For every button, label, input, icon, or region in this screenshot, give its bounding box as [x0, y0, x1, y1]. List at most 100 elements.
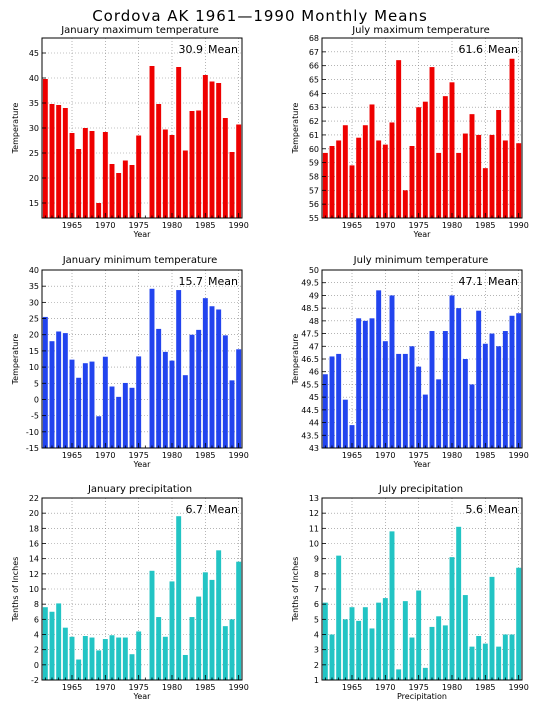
y-tick-label: 6: [34, 615, 39, 624]
bar-1977: [429, 626, 435, 680]
panel-title: July precipitation: [378, 484, 463, 495]
bar-1969: [376, 140, 382, 218]
bar-1984: [196, 110, 202, 218]
y-tick-label: 11: [309, 524, 319, 533]
bar-1990: [236, 349, 242, 448]
x-tick-label: 1990: [228, 683, 248, 692]
x-tick-label: 1980: [162, 683, 182, 692]
bar-1974: [409, 346, 415, 448]
bar-1985: [202, 572, 208, 680]
bar-1978: [436, 152, 442, 218]
y-axis-label: Temperature: [291, 103, 300, 155]
bar-1982: [182, 375, 188, 448]
y-tick-label: 22: [29, 494, 39, 503]
bar-1968: [369, 628, 375, 680]
bar-1972: [396, 353, 402, 448]
bar-1980: [449, 557, 455, 680]
x-tick-label: 1990: [508, 451, 528, 460]
x-tick-label: 1985: [195, 221, 215, 230]
bar-1989: [509, 634, 515, 680]
bar-1963: [56, 331, 62, 448]
bar-1990: [516, 313, 522, 448]
bar-1983: [469, 646, 475, 680]
y-tick-label: 5: [34, 379, 39, 388]
x-axis-label: Year: [133, 230, 152, 239]
mean-value: 15.7: [179, 275, 204, 288]
bar-1961: [322, 152, 328, 218]
bar-1971: [109, 386, 115, 448]
bar-1970: [102, 639, 108, 680]
y-tick-label: 10: [309, 540, 319, 549]
bar-1962: [329, 356, 335, 448]
y-axis-label: Tenths of Inches: [291, 557, 300, 623]
bar-1965: [69, 133, 75, 218]
panel-title: January maximum temperature: [60, 25, 219, 36]
y-tick-label: 46.5: [301, 355, 319, 364]
x-tick-label: 1970: [375, 683, 395, 692]
y-tick-label: 25: [29, 315, 39, 324]
x-axis-label: Year: [133, 692, 152, 701]
bar-1985: [482, 343, 488, 448]
y-tick-label: 18: [29, 524, 39, 533]
chart-panel-1: January maximum temperature 15 20 25 30 35 40 4…: [11, 25, 249, 239]
mean-annotation: 61.6 Mean: [459, 43, 518, 56]
x-tick-label: 1985: [475, 221, 495, 230]
bar-1977: [149, 288, 155, 448]
bar-1986: [209, 579, 215, 680]
y-tick-label: 10: [29, 363, 39, 372]
mean-label: Mean: [208, 275, 238, 288]
plot-frame: [41, 269, 243, 449]
bar-1978: [156, 104, 162, 218]
bar-1986: [209, 306, 215, 448]
bar-1964: [62, 108, 68, 218]
bar-1967: [362, 320, 368, 448]
bar-1963: [336, 555, 342, 680]
bar-1988: [502, 634, 508, 680]
y-tick-label: 8: [34, 600, 39, 609]
x-tick-label: 1980: [162, 221, 182, 230]
y-tick-label: 12: [309, 509, 319, 518]
bar-1970: [382, 144, 388, 218]
bar-1966: [76, 377, 82, 448]
bar-1963: [56, 105, 62, 218]
x-tick-label: 1975: [408, 683, 428, 692]
bar-1976: [422, 101, 428, 218]
bar-1966: [356, 620, 362, 680]
x-tick-label: 1980: [442, 451, 462, 460]
plot-frame: [321, 37, 523, 219]
bar-1969: [96, 416, 102, 448]
bar-1987: [496, 110, 502, 218]
x-tick-label: 1970: [95, 451, 115, 460]
x-tick-label: 1985: [475, 451, 495, 460]
bar-1981: [456, 308, 462, 448]
bar-1986: [209, 81, 215, 218]
y-tick-label: 44: [309, 419, 319, 428]
bar-1985: [482, 168, 488, 218]
bar-1979: [162, 351, 168, 448]
x-tick-label: 1990: [228, 451, 248, 460]
bar-1983: [189, 334, 195, 448]
panel-title: January precipitation: [87, 484, 192, 495]
x-tick-label: 1965: [62, 683, 82, 692]
mean-annotation: 5.6 Mean: [466, 503, 518, 516]
x-tick-label: 1965: [342, 221, 362, 230]
x-tick-label: 1970: [375, 451, 395, 460]
bar-1987: [216, 309, 222, 448]
bar-1970: [102, 132, 108, 218]
bar-1982: [462, 133, 468, 218]
y-tick-label: 7: [314, 585, 319, 594]
bar-1963: [336, 140, 342, 218]
bar-1973: [402, 601, 408, 680]
x-tick-label: 1980: [442, 221, 462, 230]
mean-value: 30.9: [179, 43, 204, 56]
bar-1975: [136, 356, 142, 448]
chart-panel-3: January minimum temperature -15 -10 -5 0 5 10 1…: [11, 255, 249, 469]
chart-panel-4: July minimum temperature 43 43.5 44 44.5 45 45…: [291, 255, 529, 469]
x-axis-label: Precipitation: [397, 692, 447, 701]
y-tick-label: -2: [31, 676, 39, 685]
bar-1986: [489, 134, 495, 218]
y-tick-label: 48: [309, 317, 319, 326]
bar-1989: [229, 152, 235, 218]
x-tick-label: 1975: [128, 451, 148, 460]
y-tick-label: 44.5: [301, 406, 319, 415]
